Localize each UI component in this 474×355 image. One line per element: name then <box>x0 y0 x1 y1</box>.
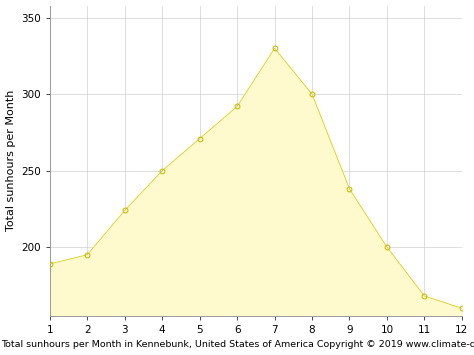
X-axis label: Total sunhours per Month in Kennebunk, United States of America Copyright © 2019: Total sunhours per Month in Kennebunk, U… <box>1 340 474 349</box>
Y-axis label: Total sunhours per Month: Total sunhours per Month <box>6 90 16 231</box>
